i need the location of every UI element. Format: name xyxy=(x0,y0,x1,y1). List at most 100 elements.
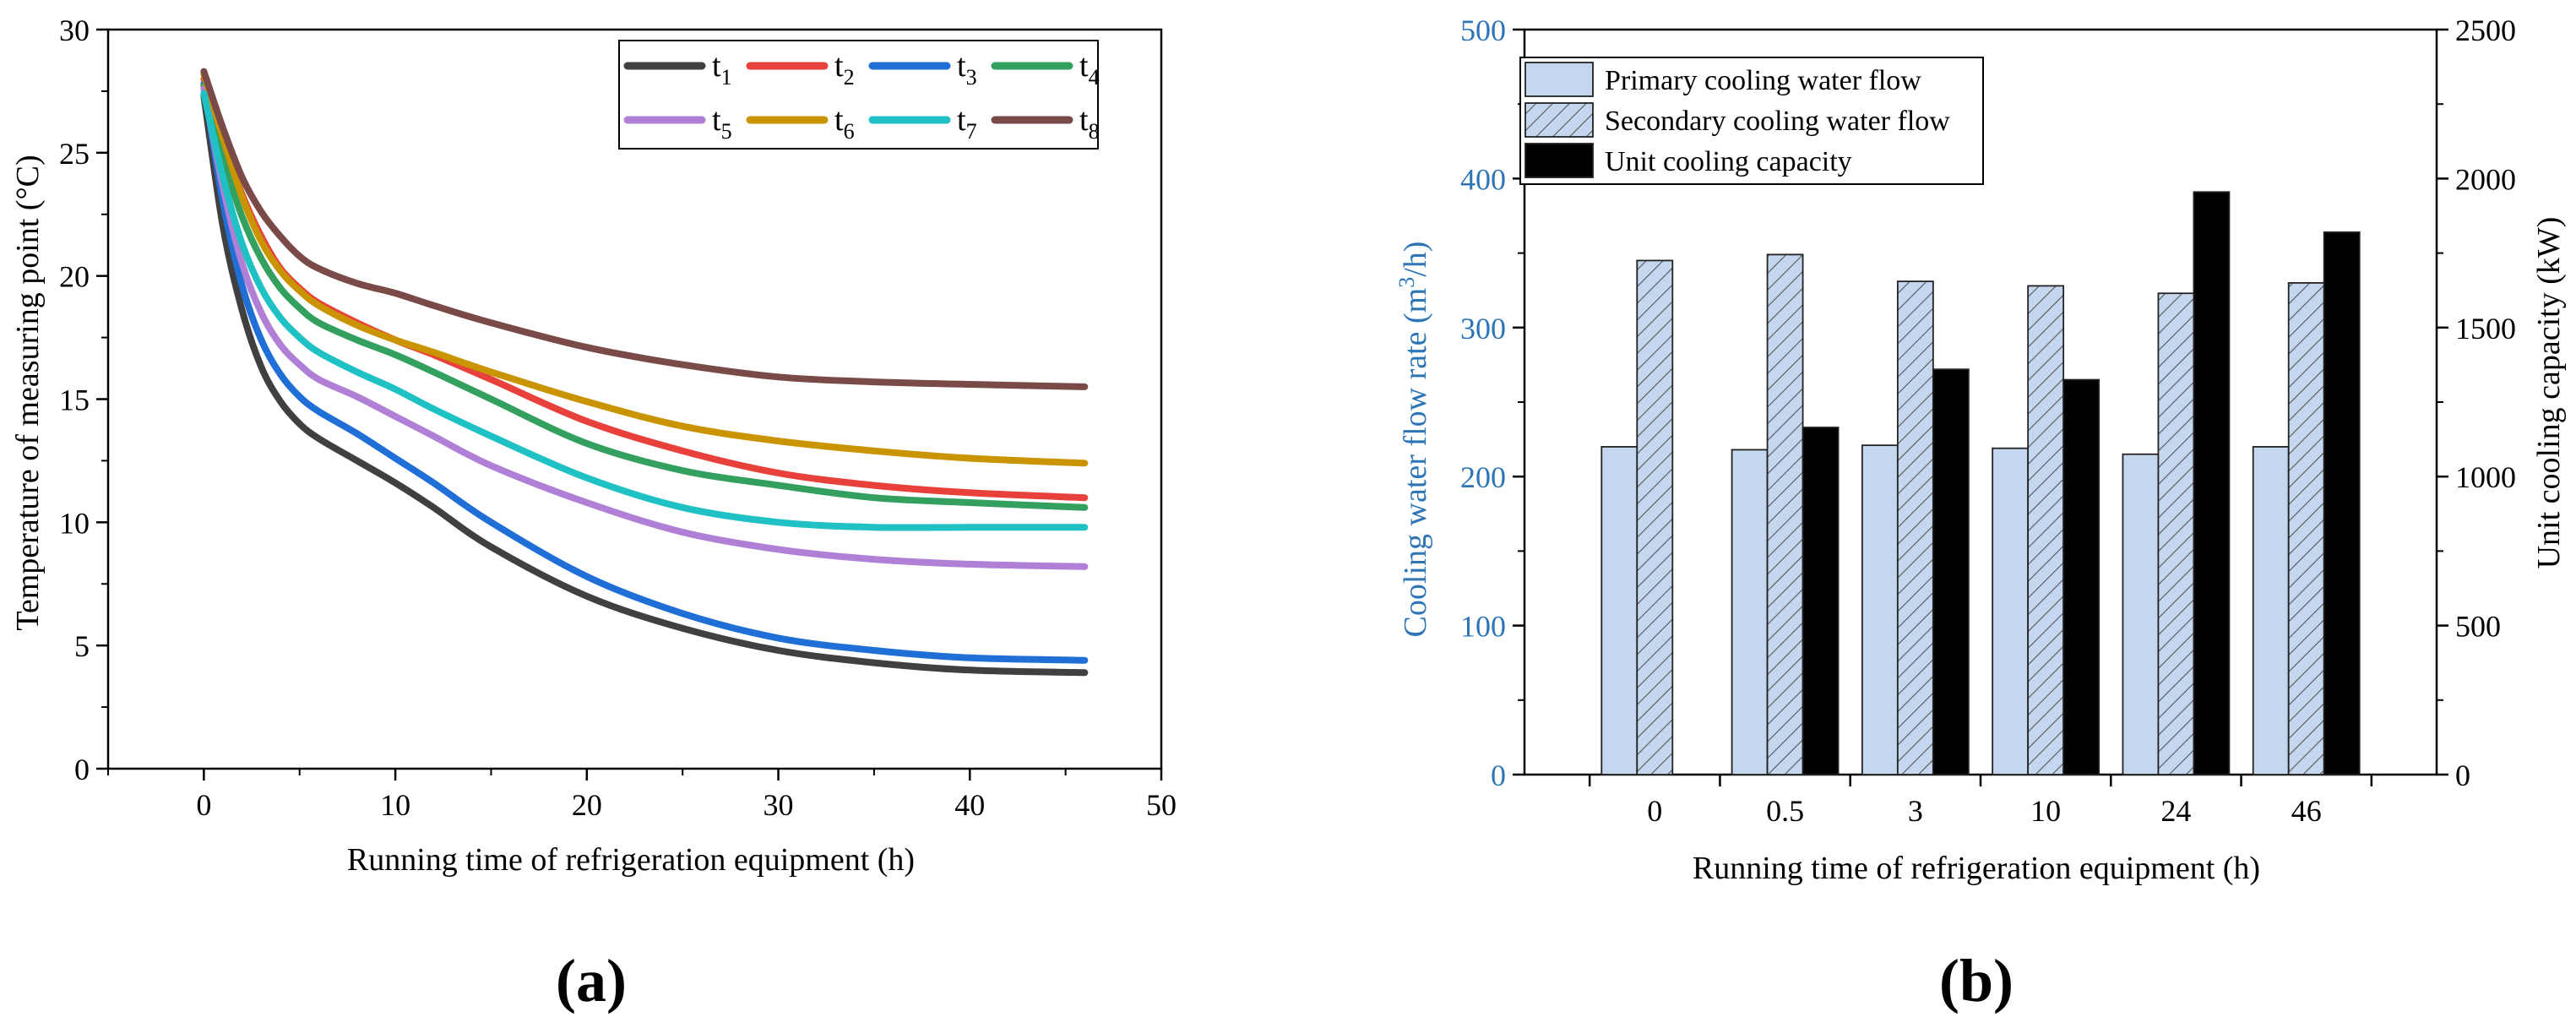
legend-swatch-secondary-flow xyxy=(1524,102,1594,138)
panel-label-b: (b) xyxy=(1939,947,2014,1014)
legend-label-t1: t1 xyxy=(712,48,732,90)
legend-label-subscript: 1 xyxy=(721,65,732,90)
y-tick-label: 10 xyxy=(59,506,90,540)
cooling-plot-area: 0 0.5 3 10 24 46 0 100 200 300 400 500 0 500 1000 1500 2… xyxy=(1460,14,2516,828)
legend-label-t7: t7 xyxy=(957,102,977,144)
bar-secondary-flow xyxy=(1636,259,1674,775)
left-y-tick-label: 500 xyxy=(1460,14,1506,47)
legend-label-subscript: 5 xyxy=(721,119,732,144)
legend-label-secondary-flow: Secondary cooling water flow xyxy=(1605,106,1950,137)
x-tick-label: 0 xyxy=(196,788,211,822)
right-y-tick-label: 2500 xyxy=(2455,14,2516,47)
series-line-t4 xyxy=(200,83,1089,511)
bar-primary-flow xyxy=(2252,446,2290,775)
left-y-label-superscript: 3 xyxy=(1394,277,1419,288)
series-line-t1 xyxy=(200,92,1089,677)
right-y-tick-label: 1000 xyxy=(2455,460,2516,494)
bar-secondary-flow xyxy=(1766,253,1804,775)
x-tick-label: 10 xyxy=(380,788,410,822)
left-y-tick-label: 200 xyxy=(1460,460,1506,494)
series-line-t5 xyxy=(200,85,1089,570)
legend-label-t2: t2 xyxy=(834,48,855,90)
bar-cooling-capacity xyxy=(2323,231,2361,775)
x-tick-label: 0 xyxy=(1647,794,1662,828)
bar-secondary-flow xyxy=(2157,292,2195,775)
x-tick-label: 20 xyxy=(572,788,602,822)
left-y-tick-label: 400 xyxy=(1460,162,1506,196)
x-tick-label: 46 xyxy=(2291,794,2322,828)
bar-cooling-capacity xyxy=(1802,427,1840,775)
bar-primary-flow xyxy=(1731,449,1769,775)
cooling-bar-chart: 0 0.5 3 10 24 46 0 100 200 300 400 500 0 500 1000 1500 2… xyxy=(1394,14,2567,886)
left-y-tick-label: 100 xyxy=(1460,610,1506,644)
temperature-x-axis-label: Running time of refrigeration equipment … xyxy=(347,842,915,878)
legend-label-t8: t8 xyxy=(1079,102,1100,144)
legend-label-base: t xyxy=(957,48,966,84)
series-line-t8 xyxy=(200,68,1089,390)
legend-label-t6: t6 xyxy=(834,102,855,144)
x-tick-label: 40 xyxy=(954,788,985,822)
cooling-legend-box xyxy=(1519,57,1984,185)
cooling-left-y-axis-label: Cooling water flow rate (m3/h) xyxy=(1394,242,1433,638)
bar-cooling-capacity xyxy=(1932,368,1970,775)
legend-label-subscript: 8 xyxy=(1089,119,1100,144)
temperature-legend-box xyxy=(618,40,1099,150)
legend-label-base: t xyxy=(834,48,844,84)
bar-primary-flow xyxy=(2122,453,2160,775)
bar-secondary-flow xyxy=(1896,280,1934,775)
legend-label-base: t xyxy=(712,102,721,138)
series-line-t7 xyxy=(200,90,1089,531)
legend-label-cooling-capacity: Unit cooling capacity xyxy=(1605,146,1852,177)
y-tick-label: 30 xyxy=(59,14,90,47)
bar-cooling-capacity xyxy=(2193,191,2231,775)
left-y-tick-label: 0 xyxy=(1491,759,1506,792)
x-tick-label: 30 xyxy=(764,788,794,822)
legend-swatch-cooling-capacity xyxy=(1524,143,1594,178)
left-y-label-main: Cooling water flow rate (m xyxy=(1398,288,1433,638)
temperature-y-axis-label: Temperature of measuring point (°C) xyxy=(10,155,46,630)
bar-secondary-flow xyxy=(2027,285,2065,775)
legend-label-base: t xyxy=(834,102,844,138)
legend-label-subscript: 6 xyxy=(844,119,855,144)
legend-label-subscript: 4 xyxy=(1089,65,1100,90)
bar-primary-flow xyxy=(1992,447,2030,775)
left-y-tick-label: 300 xyxy=(1460,312,1506,345)
left-y-label-tail: /h) xyxy=(1398,242,1433,277)
bar-secondary-flow xyxy=(2287,281,2325,775)
bar-primary-flow xyxy=(1861,444,1899,775)
legend-label-base: t xyxy=(712,48,721,84)
y-tick-label: 15 xyxy=(59,383,90,417)
legend-label-primary-flow: Primary cooling water flow xyxy=(1605,65,1921,96)
right-y-tick-label: 500 xyxy=(2455,610,2501,644)
x-tick-label: 50 xyxy=(1146,788,1177,822)
legend-label-t5: t5 xyxy=(712,102,732,144)
bar-primary-flow xyxy=(1600,446,1639,775)
x-tick-label: 0.5 xyxy=(1766,794,1804,828)
y-tick-label: 0 xyxy=(74,753,90,786)
cooling-legend: Primary cooling water flow Secondary cool… xyxy=(1519,57,1984,185)
y-tick-label: 20 xyxy=(59,260,90,294)
x-tick-label: 10 xyxy=(2030,794,2061,828)
legend-label-subscript: 3 xyxy=(966,65,977,90)
right-y-tick-label: 1500 xyxy=(2455,312,2516,345)
legend-label-t4: t4 xyxy=(1079,48,1100,90)
x-tick-label: 3 xyxy=(1908,794,1923,828)
right-y-tick-label: 0 xyxy=(2455,759,2470,792)
legend-label-t3: t3 xyxy=(957,48,977,90)
panel-label-a: (a) xyxy=(556,947,627,1014)
bar-cooling-capacity xyxy=(2062,378,2100,775)
y-tick-label: 5 xyxy=(74,629,90,663)
right-y-tick-label: 2000 xyxy=(2455,162,2516,196)
legend-swatch-primary-flow xyxy=(1524,62,1594,97)
series-line-t6 xyxy=(200,70,1089,467)
y-tick-label: 25 xyxy=(59,137,90,171)
series-line-t3 xyxy=(200,80,1089,664)
legend-label-base: t xyxy=(1079,48,1089,84)
x-tick-label: 24 xyxy=(2160,794,2191,828)
legend-label-subscript: 7 xyxy=(966,119,977,144)
legend-label-base: t xyxy=(1079,102,1089,138)
